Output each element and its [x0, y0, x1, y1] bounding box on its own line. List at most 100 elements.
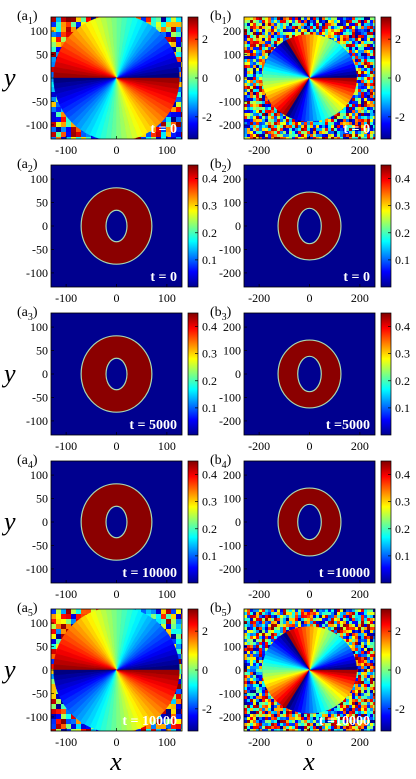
colorbar-tick-label: 0.3 [395, 199, 410, 213]
colorbar-tick-label: 2 [202, 624, 208, 638]
x-tick-label: -100 [55, 735, 77, 749]
x-tick-label: 200 [351, 587, 369, 601]
y-tick-label: 100 [30, 320, 48, 334]
colorbar [380, 460, 392, 584]
density-ring [277, 191, 342, 261]
colorbar-tick-label: 0.3 [395, 495, 410, 509]
time-label: t = 5000 [129, 418, 177, 433]
panel-image-a5 [51, 609, 182, 731]
x-tick-label: 0 [114, 143, 120, 157]
x-tick-label: 0 [114, 439, 120, 453]
x-tick-label: -200 [248, 587, 270, 601]
x-tick-label: 0 [307, 439, 313, 453]
y-tick-label: -50 [32, 686, 48, 700]
x-tick-label: 100 [158, 439, 176, 453]
y-tick-label: -200 [219, 414, 241, 428]
colorbar-tick-label: 0 [395, 663, 401, 677]
y-tick-label: 100 [223, 344, 241, 358]
colorbar-tick-label: 0.1 [202, 549, 217, 563]
panel-image-b5 [244, 609, 375, 731]
colorbar-tick-label: 0.3 [202, 347, 217, 361]
x-tick-label: 0 [114, 291, 120, 305]
y-tick-label: -100 [219, 538, 241, 552]
y-tick-label: -50 [32, 390, 48, 404]
panel-label: (a5) [17, 601, 38, 619]
colorbar-tick-label: 0.4 [202, 320, 217, 334]
panel-image-b4 [244, 461, 375, 583]
x-tick-label: 0 [307, 587, 313, 601]
x-tick-label: 100 [158, 143, 176, 157]
colorbar-tick-label: 0.2 [202, 374, 217, 388]
x-tick-label: -100 [55, 587, 77, 601]
y-tick-label: 50 [36, 344, 48, 358]
panel-label: (b5) [210, 601, 232, 619]
x-tick-label: 200 [351, 735, 369, 749]
y-tick-label: -100 [26, 414, 48, 428]
y-tick-label: -100 [26, 562, 48, 576]
time-label: t = 10000 [122, 566, 177, 581]
y-tick-label: 0 [235, 71, 241, 85]
y-tick-label: 100 [30, 616, 48, 630]
y-axis-label: y [1, 507, 16, 536]
y-tick-label: -100 [219, 686, 241, 700]
y-tick-label: -50 [32, 538, 48, 552]
colorbar-tick-label: 0.2 [395, 374, 410, 388]
y-tick-label: -50 [32, 94, 48, 108]
x-axis-label: x [109, 747, 122, 776]
x-tick-label: -200 [248, 439, 270, 453]
colorbar-tick-label: 0.1 [395, 253, 410, 267]
x-tick-label: -200 [248, 735, 270, 749]
panel-label: (b3) [210, 305, 232, 323]
y-tick-label: 200 [223, 616, 241, 630]
y-tick-label: -50 [32, 242, 48, 256]
x-tick-label: -100 [55, 291, 77, 305]
y-tick-label: 50 [36, 48, 48, 62]
colorbar-tick-label: 2 [395, 624, 401, 638]
y-tick-label: 200 [223, 320, 241, 334]
colorbar-tick-label: -2 [202, 702, 212, 716]
colorbar [380, 312, 392, 436]
x-tick-label: 0 [307, 735, 313, 749]
density-ring [277, 339, 342, 409]
y-tick-label: 200 [223, 172, 241, 186]
colorbar-tick-label: 0.3 [202, 199, 217, 213]
y-tick-label: -200 [219, 710, 241, 724]
density-ring [80, 187, 153, 265]
y-tick-label: 50 [36, 196, 48, 210]
colorbar-tick-label: 0.3 [202, 495, 217, 509]
y-tick-label: 0 [42, 71, 48, 85]
y-tick-label: 100 [223, 640, 241, 654]
x-tick-label: 0 [307, 291, 313, 305]
time-label: t = 0 [150, 122, 177, 137]
panel-label: (a1) [17, 9, 38, 27]
time-label: t =5000 [326, 418, 370, 433]
y-tick-label: -200 [219, 266, 241, 280]
x-tick-label: -200 [248, 143, 270, 157]
panel-label: (b1) [210, 9, 232, 27]
y-tick-label: -100 [26, 118, 48, 132]
y-tick-label: -100 [219, 94, 241, 108]
y-tick-label: -100 [219, 242, 241, 256]
y-tick-label: 0 [235, 515, 241, 529]
colorbar-tick-label: 0.4 [395, 172, 410, 186]
time-label: t = 0 [343, 270, 370, 285]
panel-image-b3 [244, 313, 375, 435]
panel-label: (a2) [17, 157, 38, 175]
colorbar-tick-label: 0.4 [395, 468, 410, 482]
colorbar-tick-label: 0 [395, 71, 401, 85]
panel-label: (a3) [17, 305, 38, 323]
y-tick-label: 0 [42, 219, 48, 233]
x-tick-label: -100 [55, 439, 77, 453]
colorbar-tick-label: 0.2 [395, 522, 410, 536]
y-tick-label: 50 [36, 492, 48, 506]
colorbar-tick-label: 0.1 [202, 253, 217, 267]
y-tick-label: -200 [219, 118, 241, 132]
y-tick-label: 100 [223, 48, 241, 62]
